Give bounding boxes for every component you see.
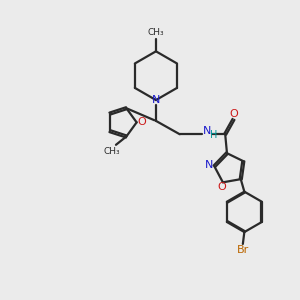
Text: CH₃: CH₃ [148, 28, 164, 38]
Text: N: N [202, 126, 211, 136]
Text: Br: Br [237, 245, 249, 256]
Text: O: O [230, 109, 239, 119]
Text: N: N [152, 95, 160, 105]
Text: O: O [217, 182, 226, 192]
Text: O: O [137, 117, 146, 128]
Text: CH₃: CH₃ [103, 147, 120, 156]
Text: H: H [210, 130, 217, 140]
Text: N: N [205, 160, 213, 170]
